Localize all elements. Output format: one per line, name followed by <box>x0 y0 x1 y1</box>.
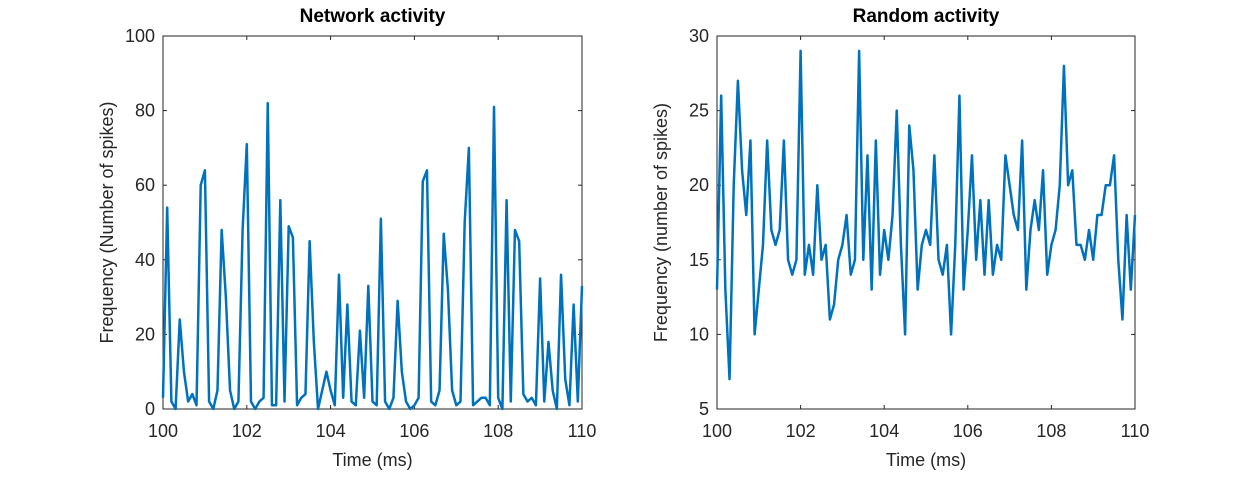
y-tick-label: 100 <box>125 26 155 46</box>
y-tick-label: 40 <box>135 250 155 270</box>
y-tick-label: 5 <box>699 399 709 419</box>
axes-background <box>162 35 583 410</box>
y-tick-label: 10 <box>689 324 709 344</box>
y-tick-label: 60 <box>135 175 155 195</box>
x-tick-label: 104 <box>869 421 899 441</box>
x-tick-label: 100 <box>702 421 732 441</box>
x-tick-label: 100 <box>148 421 178 441</box>
chart-title: Random activity <box>853 6 1000 27</box>
y-axis-label: Frequency (number of spikes) <box>651 103 671 342</box>
y-tick-label: 0 <box>145 399 155 419</box>
y-tick-label: 20 <box>689 175 709 195</box>
x-tick-label: 108 <box>483 421 513 441</box>
x-tick-label: 108 <box>1036 421 1066 441</box>
line-series <box>161 101 584 411</box>
x-tick-label: 110 <box>1121 421 1150 441</box>
x-tick-label: 104 <box>316 421 346 441</box>
y-tick-label: 20 <box>135 324 155 344</box>
y-tick-label: 25 <box>689 101 709 121</box>
chart-title: Network activity <box>300 6 446 27</box>
x-tick-label: 106 <box>953 421 983 441</box>
x-tick-label: 102 <box>232 421 262 441</box>
x-axis-label: Time (ms) <box>332 450 412 470</box>
x-tick-label: 110 <box>568 421 597 441</box>
line-series <box>715 49 1137 381</box>
x-axis-label: Time (ms) <box>886 450 966 470</box>
y-tick-label: 30 <box>689 26 709 46</box>
y-tick-label: 15 <box>689 250 709 270</box>
y-axis-label: Frequency (Number of spikes) <box>97 101 117 343</box>
x-tick-label: 106 <box>399 421 429 441</box>
y-tick-label: 80 <box>135 101 155 121</box>
x-tick-label: 102 <box>786 421 816 441</box>
